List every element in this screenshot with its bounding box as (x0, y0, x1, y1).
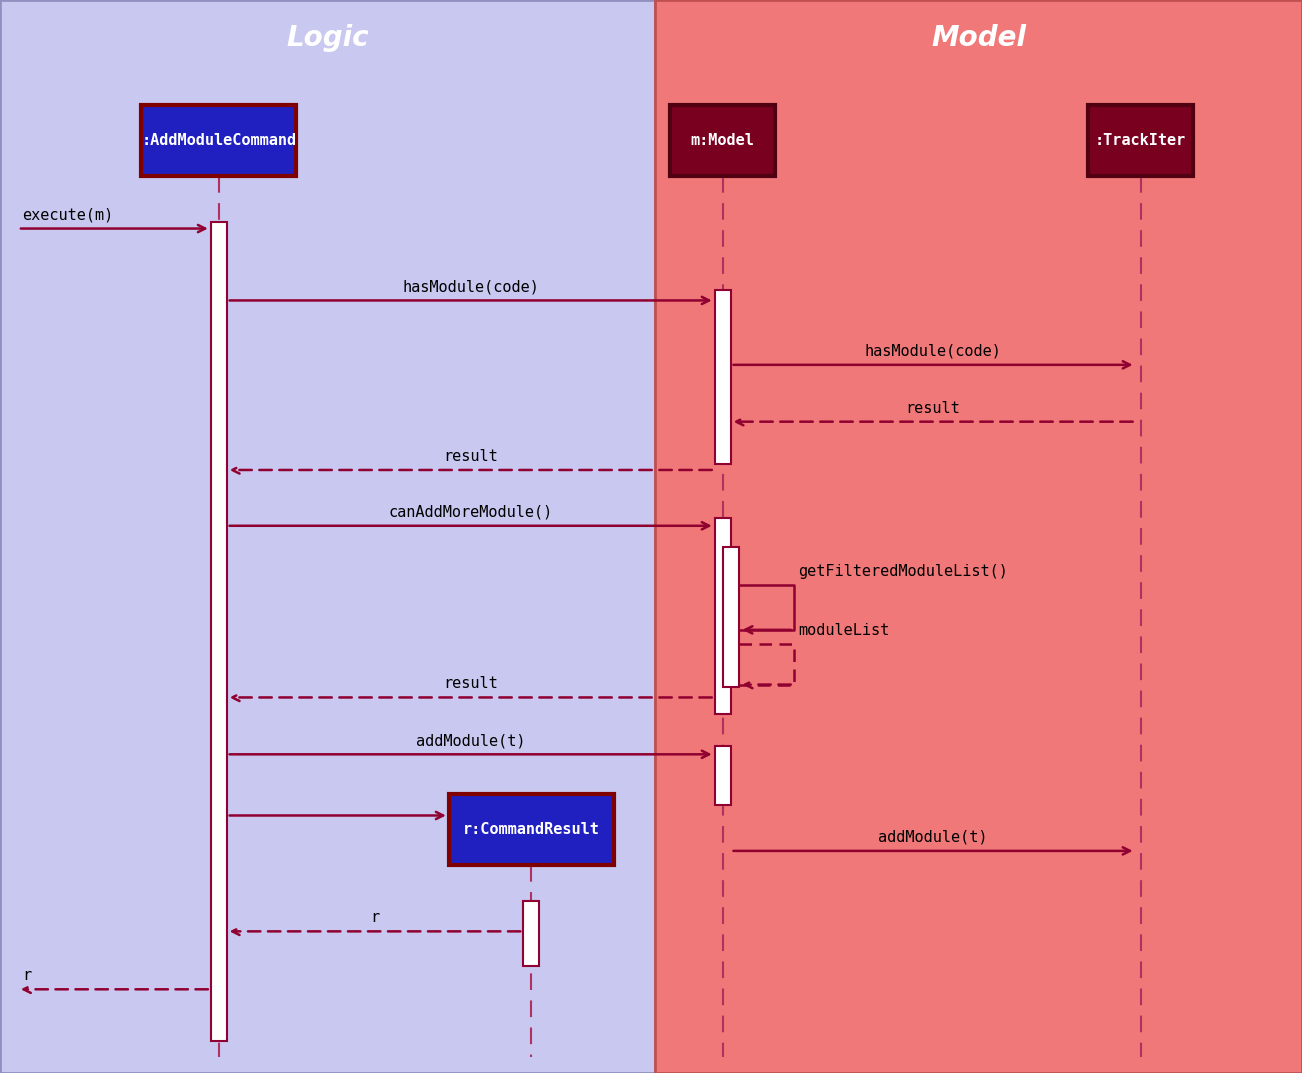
Text: r: r (370, 910, 380, 925)
Text: canAddMoreModule(): canAddMoreModule() (388, 504, 553, 519)
Bar (211, 222, 227, 1041)
Bar (1088, 105, 1193, 176)
Text: execute(m): execute(m) (22, 207, 113, 222)
Text: addModule(t): addModule(t) (415, 733, 526, 748)
Text: hasModule(code): hasModule(code) (402, 279, 539, 294)
Text: hasModule(code): hasModule(code) (865, 343, 1001, 358)
Bar (449, 794, 613, 865)
Text: :TrackIter: :TrackIter (1095, 133, 1186, 148)
Text: Logic: Logic (286, 24, 368, 52)
Bar (141, 105, 297, 176)
Text: Model: Model (931, 24, 1026, 52)
Text: result: result (906, 400, 961, 415)
Bar (715, 518, 730, 714)
Text: addModule(t): addModule(t) (879, 829, 988, 844)
Text: r:CommandResult: r:CommandResult (462, 822, 600, 837)
Bar (523, 901, 539, 966)
Text: :AddModuleCommand: :AddModuleCommand (141, 133, 297, 148)
Bar (723, 547, 738, 687)
Text: result: result (443, 449, 499, 464)
Text: getFilteredModuleList(): getFilteredModuleList() (798, 563, 1009, 578)
Bar (715, 746, 730, 805)
Text: result: result (443, 676, 499, 691)
Bar (715, 290, 730, 464)
Bar (655, 0, 1302, 1073)
Text: moduleList: moduleList (798, 622, 889, 637)
Text: m:Model: m:Model (690, 133, 755, 148)
Bar (0, 0, 655, 1073)
Text: r: r (22, 968, 31, 983)
Bar (671, 105, 775, 176)
